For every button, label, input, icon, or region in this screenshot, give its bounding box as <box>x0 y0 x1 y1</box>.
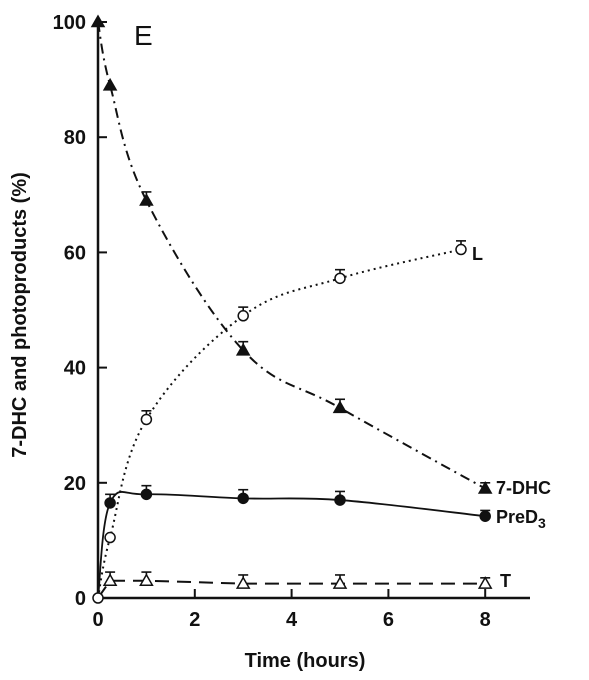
marker-7dhc <box>235 342 251 356</box>
x-axis: 0 2 4 6 8 <box>92 589 530 631</box>
series-label-pred3-sub: 3 <box>538 515 546 531</box>
error-bars <box>105 191 491 584</box>
marker-t <box>139 573 154 586</box>
marker-pred3 <box>237 492 249 505</box>
y-axis: 0 20 40 60 80 100 <box>53 12 107 610</box>
y-tick-label: 60 <box>64 242 86 264</box>
marker-pred3 <box>104 497 116 509</box>
series-line-l <box>97 248 462 599</box>
series-curves <box>97 21 486 599</box>
marker-7dhc <box>102 77 118 91</box>
series-label-l: L <box>472 244 483 264</box>
marker-7dhc <box>90 14 106 28</box>
marker-l <box>455 243 467 256</box>
y-axis-label: 7-DHC and photoproducts (%) <box>9 172 31 458</box>
marker-l <box>334 272 346 285</box>
y-tick-label: 100 <box>53 12 86 34</box>
series-label-pred3: PreD3 <box>496 507 546 531</box>
y-ticks: 0 20 40 60 80 100 <box>53 12 107 610</box>
marker-t <box>235 576 251 589</box>
marker-t <box>477 576 493 589</box>
x-tick-label: 6 <box>383 609 394 631</box>
marker-t <box>332 576 348 589</box>
x-ticks: 0 2 4 6 8 <box>92 589 491 631</box>
series-line-7dhc <box>97 21 486 490</box>
y-tick-label: 0 <box>75 588 86 610</box>
marker-l <box>104 531 116 544</box>
marker-l <box>92 592 104 604</box>
x-tick-label: 0 <box>92 609 103 631</box>
x-tick-label: 2 <box>189 609 200 631</box>
marker-7dhc <box>477 481 493 494</box>
panel-label: E <box>134 20 153 51</box>
marker-pred3 <box>334 494 346 506</box>
y-tick-label: 40 <box>64 358 86 380</box>
y-tick-label: 20 <box>64 473 86 495</box>
marker-l <box>237 310 249 322</box>
marker-t <box>102 573 118 586</box>
series-label-7dhc: 7-DHC <box>496 478 551 498</box>
x-tick-label: 4 <box>286 609 298 631</box>
series-markers <box>90 14 493 604</box>
series-line-t <box>97 579 486 599</box>
marker-l <box>140 413 153 426</box>
series-line-pred3 <box>97 491 486 599</box>
series-label-pred3-main: PreD <box>496 507 538 527</box>
x-axis-label: Time (hours) <box>245 650 366 672</box>
marker-pred3 <box>140 488 153 501</box>
series-label-t: T <box>500 571 511 591</box>
y-tick-label: 80 <box>64 127 86 149</box>
marker-7dhc <box>139 193 154 206</box>
marker-7dhc <box>332 400 348 414</box>
marker-pred3 <box>479 510 491 522</box>
x-tick-label: 8 <box>480 609 491 631</box>
